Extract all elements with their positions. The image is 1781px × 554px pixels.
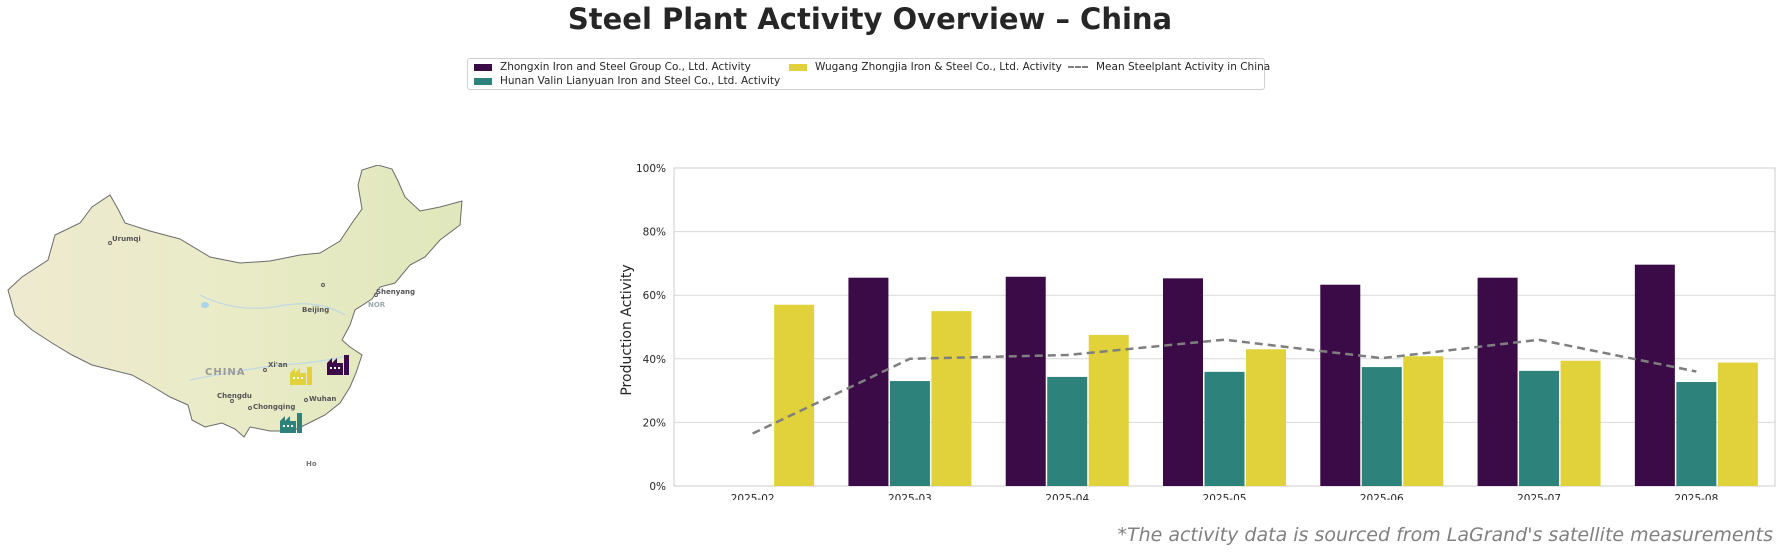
legend-item-mean: Mean Steelplant Activity in China [1068,61,1270,73]
city-label-wuhan: Wuhan [309,395,336,403]
legend-swatch-zhongxin [474,63,492,71]
y-tick-label: 0% [649,481,666,493]
city-label-shenyang: Shenyang [376,288,415,296]
x-tick-label: 2025-04 [1045,493,1089,500]
bar [1005,276,1046,486]
bar [1403,356,1444,486]
x-tick-label: 2025-03 [888,493,932,500]
factory-icon-wugang [290,367,312,385]
footnote: *The activity data is sourced from LaGra… [1117,524,1773,546]
bar [1676,382,1717,486]
map-fragment-nor: NOR [368,301,386,309]
legend-dash-mean [1068,66,1088,68]
legend-swatch-wugang [789,63,807,71]
bar [931,311,972,486]
bar [1477,277,1518,486]
bar [848,277,889,486]
legend-label-zhongxin: Zhongxin Iron and Steel Group Co., Ltd. … [500,61,751,73]
factory-icon-hunan-valin [280,413,302,433]
bar [1047,376,1088,486]
city-dot-urumqi [108,241,112,245]
bar [774,304,815,486]
bar [1246,349,1286,486]
city-dot-xian [263,368,267,372]
lake [201,302,209,308]
bar [1320,284,1361,486]
map-country-label: CHINA [205,367,246,378]
legend-label-mean: Mean Steelplant Activity in China [1096,61,1271,73]
city-dot-shenyang [374,293,378,297]
y-axis-label: Production Activity [619,264,635,395]
city-dot-beijing [321,283,325,287]
city-label-urumqi: Urumqi [112,235,141,243]
bar [1560,360,1601,486]
river-yellow [199,294,346,316]
city-dot-chongqing [248,406,252,410]
legend-label-wugang: Wugang Zhongjia Iron & Steel Co., Ltd. A… [815,61,1062,73]
y-tick-label: 100% [636,163,666,175]
page-title: Steel Plant Activity Overview – China [567,2,1173,36]
x-tick-label: 2025-05 [1203,493,1247,500]
bar [1361,367,1402,486]
map-fragment-ho: Ho [306,460,317,468]
x-tick-label: 2025-02 [731,493,775,500]
china-map: Urumqi Beijing Shenyang Xi'an Wuhan Chen… [7,165,463,468]
x-tick-label: 2025-06 [1360,493,1404,500]
bar [1088,334,1129,486]
legend-item-wugang: Wugang Zhongjia Iron & Steel Co., Ltd. A… [789,61,1062,73]
bar [889,381,930,486]
mean-activity-line [752,338,1697,435]
city-dot-wuhan [304,398,308,402]
bar [1204,371,1245,486]
x-tick-label: 2025-07 [1517,493,1561,500]
activity-bar-chart: Production Activity 0% 20% 40% 60% 80% 100% 20… [619,163,1776,500]
legend-label-hunan-valin: Hunan Valin Lianyuan Iron and Steel Co.,… [500,75,781,87]
city-label-beijing: Beijing [302,306,329,314]
bar [1163,278,1203,486]
city-dot-chengdu [230,399,234,403]
city-label-chongqing: Chongqing [253,403,295,411]
legend-item-zhongxin: Zhongxin Iron and Steel Group Co., Ltd. … [474,61,751,73]
legend-item-hunan-valin: Hunan Valin Lianyuan Iron and Steel Co.,… [474,75,780,87]
factory-icon-zhongxin [327,355,349,375]
bar [1519,370,1560,486]
x-tick-label: 2025-08 [1674,493,1718,500]
y-tick-label: 40% [643,354,666,366]
bar [1634,264,1675,486]
city-label-chengdu: Chengdu [217,392,252,400]
y-tick-label: 60% [643,290,666,302]
y-tick-label: 80% [643,227,666,239]
bar [1717,362,1758,486]
river-yangtze [189,354,351,381]
city-label-xian: Xi'an [268,361,288,369]
chart-legend: Zhongxin Iron and Steel Group Co., Ltd. … [467,58,1270,90]
legend-swatch-hunan-valin [474,77,492,85]
y-tick-label: 20% [643,417,666,429]
